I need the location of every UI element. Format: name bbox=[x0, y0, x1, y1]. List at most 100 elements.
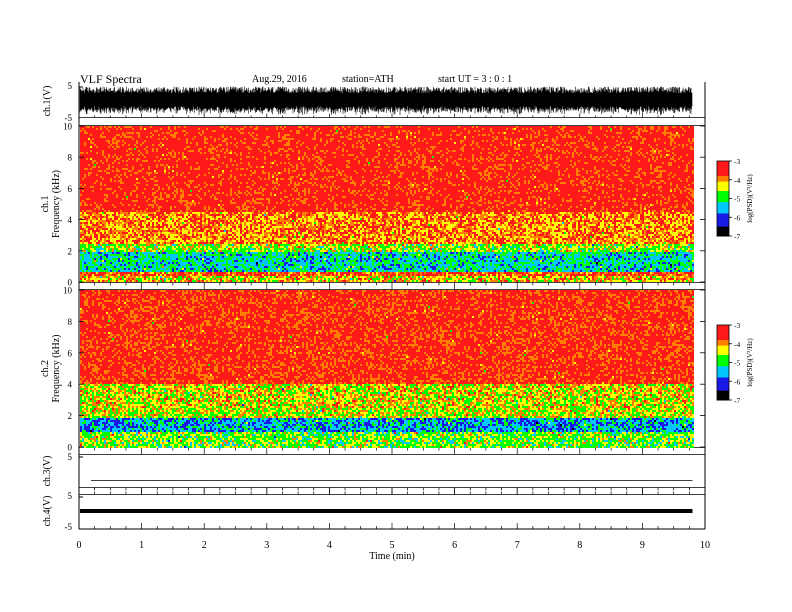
colorbar-swatch bbox=[717, 215, 729, 218]
spectrogram-cells bbox=[84, 168, 688, 170]
spectrogram-cells bbox=[164, 390, 166, 392]
spectrogram-cells bbox=[112, 192, 694, 194]
spectrogram-cells bbox=[82, 260, 688, 262]
colorbar-label: log(PSD)(V²/Hz) bbox=[746, 338, 754, 387]
spectrogram-cells bbox=[108, 396, 678, 398]
spectrogram-cells bbox=[82, 262, 694, 264]
colorbar-swatch bbox=[717, 234, 729, 237]
spectrogram-cells bbox=[530, 430, 532, 432]
spectrogram-cells bbox=[82, 268, 694, 270]
spectrogram-cells bbox=[84, 312, 694, 314]
spectrogram-cells bbox=[96, 358, 690, 360]
colorbar-swatch bbox=[717, 383, 729, 386]
spectrogram-cells bbox=[80, 214, 666, 216]
spectrogram-cells bbox=[80, 434, 694, 436]
spectrogram-cells bbox=[82, 238, 694, 240]
spectrogram-cells bbox=[90, 422, 694, 424]
spectrogram-cells bbox=[80, 172, 692, 174]
spectrogram-cells bbox=[84, 142, 692, 144]
ch2-spectrogram-ytick-label: 0 bbox=[68, 443, 73, 453]
colorbar-swatch bbox=[717, 192, 729, 196]
spectrogram-cells bbox=[82, 398, 692, 400]
spectrogram-cells bbox=[80, 410, 694, 412]
spectrogram-cells bbox=[80, 200, 694, 202]
colorbar-swatch bbox=[717, 213, 729, 216]
spectrogram-cells bbox=[282, 388, 284, 390]
spectrogram-cells bbox=[82, 394, 688, 396]
spectrogram-cells bbox=[92, 138, 694, 140]
spectrogram-cells bbox=[560, 424, 562, 426]
spectrogram-cells bbox=[536, 422, 538, 424]
spectrogram-cells bbox=[80, 260, 692, 262]
ch1-ylabel: ch.1(V) bbox=[42, 86, 53, 117]
spectrogram-cells bbox=[80, 414, 682, 416]
spectrogram-cells bbox=[80, 392, 694, 394]
spectrogram-cells bbox=[186, 340, 188, 342]
spectrogram-cells bbox=[90, 140, 694, 142]
spectrogram-cells bbox=[80, 152, 674, 154]
spectrogram-cells bbox=[80, 318, 694, 320]
colorbar-tick-label: -5 bbox=[734, 195, 740, 204]
spectrogram-cells bbox=[82, 354, 682, 356]
x-tick-label: 1 bbox=[139, 540, 144, 551]
spectrogram-cells bbox=[84, 144, 688, 146]
spectrogram-cells bbox=[190, 190, 192, 192]
spectrogram-cells bbox=[84, 176, 690, 178]
spectrogram-cells bbox=[94, 164, 96, 166]
spectrogram-cells bbox=[82, 202, 692, 204]
spectrogram-cells bbox=[80, 336, 694, 338]
spectrogram-cells bbox=[80, 356, 690, 358]
spectrogram-cells bbox=[108, 248, 674, 250]
spectrogram-cells bbox=[120, 384, 664, 386]
colorbar-swatch bbox=[717, 198, 729, 201]
spectrogram-cells bbox=[84, 346, 694, 348]
spectrogram-cells bbox=[92, 374, 694, 376]
spectrogram-cells bbox=[80, 320, 692, 322]
spectrogram-cells bbox=[80, 154, 694, 156]
colorbar-swatch bbox=[717, 349, 729, 352]
colorbar-swatch bbox=[717, 189, 729, 192]
spectrogram-cells bbox=[422, 294, 424, 296]
colorbar-swatch bbox=[717, 368, 729, 371]
spectrogram-cells bbox=[80, 314, 694, 316]
colorbar-tick-label: -3 bbox=[734, 321, 740, 330]
spectrogram-cells bbox=[432, 156, 434, 158]
spectrogram-cells bbox=[80, 134, 694, 136]
spectrogram-cells bbox=[86, 280, 692, 282]
spectrogram-cells bbox=[82, 276, 692, 278]
spectrogram-cells bbox=[82, 216, 692, 218]
spectrogram-cells bbox=[82, 380, 692, 382]
spectrogram-cells bbox=[86, 246, 674, 248]
spectrogram-cells bbox=[80, 332, 692, 334]
spectrogram-cells bbox=[80, 176, 694, 178]
spectrogram-cells bbox=[82, 194, 690, 196]
colorbar-swatch bbox=[717, 351, 729, 354]
x-axis-label: Time (min) bbox=[369, 551, 414, 562]
spectrogram-cells bbox=[104, 254, 688, 256]
spectrogram-cells bbox=[84, 444, 692, 446]
figure-title: VLF Spectra bbox=[80, 72, 142, 86]
spectrogram-cells bbox=[296, 346, 298, 348]
spectrogram-cells bbox=[80, 354, 694, 356]
spectrogram-cells bbox=[80, 274, 694, 276]
spectrogram-cells bbox=[292, 220, 294, 222]
spectrogram-cells bbox=[84, 152, 694, 154]
spectrogram-cells bbox=[498, 228, 500, 230]
colorbar-tick-label: -7 bbox=[734, 232, 740, 241]
spectrogram-cells bbox=[100, 246, 688, 248]
spectrogram-cells bbox=[80, 418, 694, 420]
spectrogram-cells bbox=[86, 392, 662, 394]
spectrogram-cells bbox=[80, 328, 692, 330]
colorbar-swatch bbox=[717, 179, 729, 183]
spectrogram-cells bbox=[80, 292, 694, 294]
spectrogram-cells bbox=[84, 420, 690, 422]
spectrogram-cells bbox=[80, 132, 694, 134]
ch1-ytick-top: 5 bbox=[68, 81, 73, 91]
spectrogram-cells bbox=[82, 240, 692, 242]
spectrogram-cells bbox=[80, 140, 692, 142]
ch1-waveform-trace bbox=[79, 86, 693, 116]
spectrogram-cells bbox=[80, 150, 694, 152]
x-tick-label: 7 bbox=[515, 540, 520, 551]
colorbar-swatch bbox=[717, 183, 729, 186]
spectrogram-cells bbox=[152, 322, 154, 324]
